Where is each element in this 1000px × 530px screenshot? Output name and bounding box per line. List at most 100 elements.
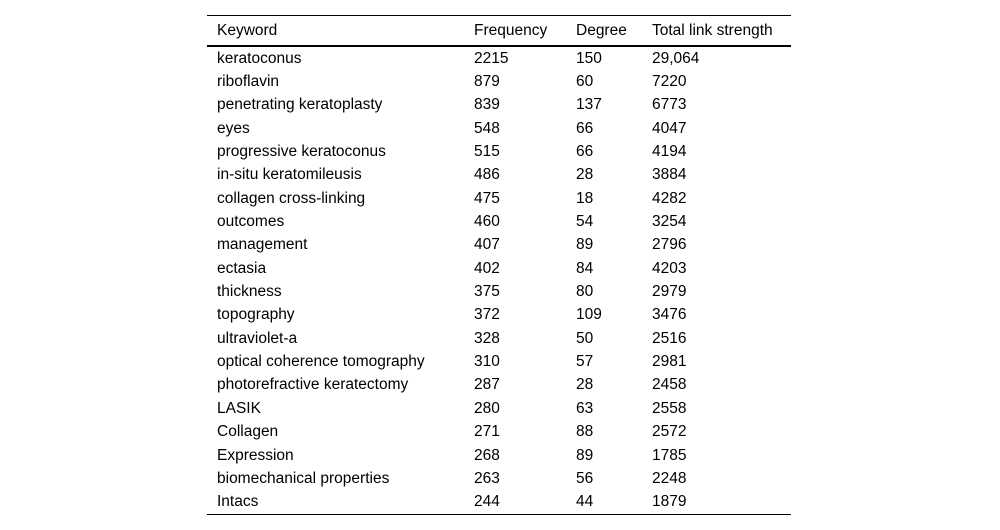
keyword-cell: keratoconus	[217, 49, 302, 67]
table-row: outcomes 460 54 3254	[207, 210, 791, 233]
total-link-strength-cell: 2572	[652, 423, 687, 441]
degree-cell: 66	[576, 119, 594, 137]
keyword-cell: biomechanical properties	[217, 469, 390, 487]
degree-cell: 54	[576, 213, 594, 231]
total-link-strength-cell: 2516	[652, 329, 687, 347]
frequency-cell: 839	[474, 96, 500, 114]
total-link-strength-cell: 2458	[652, 376, 687, 394]
table-row: collagen cross-linking 475 18 4282	[207, 187, 791, 210]
total-link-strength-cell: 2981	[652, 353, 687, 371]
table-body: keratoconus 2215 150 29,064 riboflavin 879 60 7…	[207, 46, 791, 514]
column-header-frequency: Frequency	[474, 15, 576, 47]
frequency-cell: 460	[474, 213, 500, 231]
column-header-degree: Degree	[576, 15, 652, 47]
keyword-cell: collagen cross-linking	[217, 189, 366, 207]
table-row: LASIK 280 63 2558	[207, 397, 791, 420]
frequency-cell: 548	[474, 119, 500, 137]
degree-cell: 57	[576, 353, 594, 371]
frequency-cell: 328	[474, 329, 500, 347]
degree-cell: 28	[576, 166, 594, 184]
keyword-cell: in-situ keratomileusis	[217, 166, 362, 184]
frequency-cell: 287	[474, 376, 500, 394]
total-link-strength-cell: 4194	[652, 143, 687, 161]
table-row: penetrating keratoplasty 839 137 6773	[207, 94, 791, 117]
frequency-cell: 2215	[474, 49, 509, 67]
total-link-strength-cell: 4047	[652, 119, 687, 137]
degree-cell: 50	[576, 329, 594, 347]
frequency-cell: 402	[474, 259, 500, 277]
total-link-strength-cell: 1785	[652, 446, 687, 464]
table-row: progressive keratoconus 515 66 4194	[207, 140, 791, 163]
table-row: management 407 89 2796	[207, 234, 791, 257]
degree-cell: 137	[576, 96, 602, 114]
column-header-total-link-strength: Total link strength	[652, 15, 791, 47]
table-row: thickness 375 80 2979	[207, 280, 791, 303]
total-link-strength-cell: 3254	[652, 213, 687, 231]
frequency-cell: 263	[474, 469, 500, 487]
total-link-strength-cell: 4203	[652, 259, 687, 277]
keyword-cell: optical coherence tomography	[217, 353, 425, 371]
degree-cell: 80	[576, 283, 594, 301]
degree-cell: 89	[576, 236, 594, 254]
degree-cell: 56	[576, 469, 594, 487]
table-row: riboflavin 879 60 7220	[207, 70, 791, 93]
keyword-cell: Expression	[217, 446, 294, 464]
table-row: eyes 548 66 4047	[207, 117, 791, 140]
degree-cell: 28	[576, 376, 594, 394]
keyword-cell: photorefractive keratectomy	[217, 376, 409, 394]
frequency-cell: 280	[474, 399, 500, 417]
total-link-strength-cell: 3476	[652, 306, 687, 324]
frequency-cell: 486	[474, 166, 500, 184]
table-row: ultraviolet-a 328 50 2516	[207, 327, 791, 350]
degree-cell: 18	[576, 189, 594, 207]
frequency-cell: 375	[474, 283, 500, 301]
keyword-cell: eyes	[217, 119, 250, 137]
degree-cell: 84	[576, 259, 594, 277]
table-row: Expression 268 89 1785	[207, 444, 791, 467]
table-row: in-situ keratomileusis 486 28 3884	[207, 164, 791, 187]
degree-cell: 44	[576, 493, 594, 511]
total-link-strength-cell: 2979	[652, 283, 687, 301]
keyword-cell: thickness	[217, 283, 282, 301]
degree-cell: 150	[576, 49, 602, 67]
keyword-cell: Collagen	[217, 423, 279, 441]
degree-cell: 89	[576, 446, 594, 464]
table-row: Collagen 271 88 2572	[207, 421, 791, 444]
keyword-cell: Intacs	[217, 493, 259, 511]
keyword-table: Keyword Frequency Degree Total link stre…	[207, 15, 791, 515]
degree-cell: 63	[576, 399, 594, 417]
degree-cell: 60	[576, 73, 594, 91]
keyword-cell: ectasia	[217, 259, 267, 277]
frequency-cell: 515	[474, 143, 500, 161]
table-row: keratoconus 2215 150 29,064	[207, 46, 791, 70]
frequency-cell: 407	[474, 236, 500, 254]
keyword-cell: outcomes	[217, 213, 285, 231]
keyword-cell: riboflavin	[217, 73, 280, 91]
total-link-strength-cell: 3884	[652, 166, 687, 184]
keyword-cell: penetrating keratoplasty	[217, 96, 383, 114]
header-row: Keyword Frequency Degree Total link stre…	[207, 15, 791, 47]
frequency-cell: 475	[474, 189, 500, 207]
total-link-strength-cell: 2796	[652, 236, 687, 254]
degree-cell: 66	[576, 143, 594, 161]
table-row: topography 372 109 3476	[207, 304, 791, 327]
keyword-cell: LASIK	[217, 399, 261, 417]
table-row: ectasia 402 84 4203	[207, 257, 791, 280]
table-row: photorefractive keratectomy 287 28 2458	[207, 374, 791, 397]
total-link-strength-cell: 4282	[652, 189, 687, 207]
degree-cell: 88	[576, 423, 594, 441]
table-row: optical coherence tomography 310 57 2981	[207, 350, 791, 373]
total-link-strength-cell: 29,064	[652, 49, 700, 67]
frequency-cell: 244	[474, 493, 500, 511]
keyword-cell: progressive keratoconus	[217, 143, 386, 161]
column-header-keyword: Keyword	[207, 15, 474, 47]
total-link-strength-cell: 6773	[652, 96, 687, 114]
frequency-cell: 271	[474, 423, 500, 441]
frequency-cell: 310	[474, 353, 500, 371]
keyword-cell: management	[217, 236, 308, 254]
table-row: biomechanical properties 263 56 2248	[207, 467, 791, 490]
total-link-strength-cell: 2248	[652, 469, 687, 487]
frequency-cell: 372	[474, 306, 500, 324]
frequency-cell: 879	[474, 73, 500, 91]
